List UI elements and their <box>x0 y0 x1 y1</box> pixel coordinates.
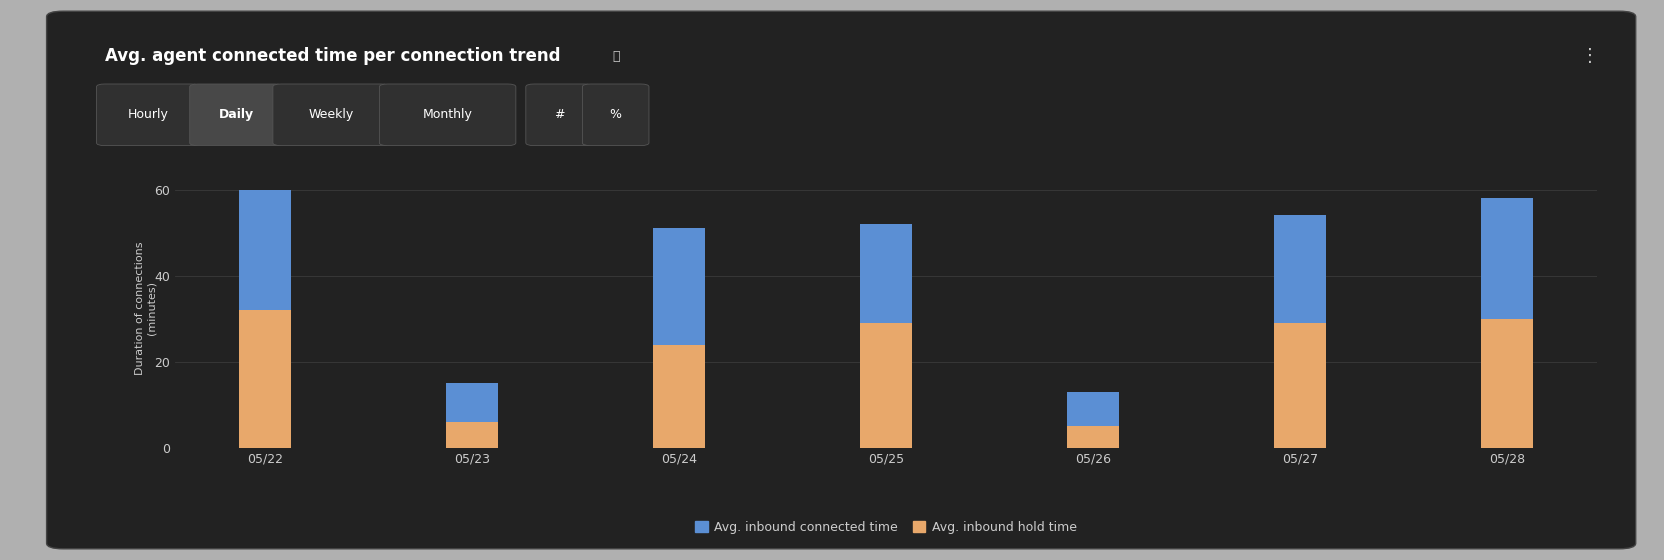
Bar <box>1275 216 1326 323</box>
Text: ⋮: ⋮ <box>1581 47 1599 65</box>
Bar <box>240 310 291 448</box>
Bar <box>446 384 498 422</box>
Text: Monthly: Monthly <box>423 108 473 122</box>
Bar <box>654 228 706 344</box>
Text: Weekly: Weekly <box>308 108 354 122</box>
Bar <box>1067 427 1118 448</box>
Bar <box>654 344 706 448</box>
Bar <box>1481 198 1533 319</box>
Text: %: % <box>609 108 622 122</box>
Text: #: # <box>554 108 564 122</box>
Legend: Avg. inbound connected time, Avg. inbound hold time: Avg. inbound connected time, Avg. inboun… <box>691 516 1082 539</box>
Text: Hourly: Hourly <box>128 108 168 122</box>
Text: ⓘ: ⓘ <box>612 49 621 63</box>
Bar <box>446 422 498 448</box>
Bar <box>1275 323 1326 448</box>
Bar <box>860 323 912 448</box>
Bar <box>240 189 291 310</box>
Bar <box>1481 319 1533 448</box>
Text: Avg. agent connected time per connection trend: Avg. agent connected time per connection… <box>105 47 561 65</box>
Y-axis label: Duration of connections
(minutes): Duration of connections (minutes) <box>135 241 156 375</box>
Text: Daily: Daily <box>218 108 255 122</box>
Bar <box>860 224 912 323</box>
Bar <box>1067 392 1118 427</box>
